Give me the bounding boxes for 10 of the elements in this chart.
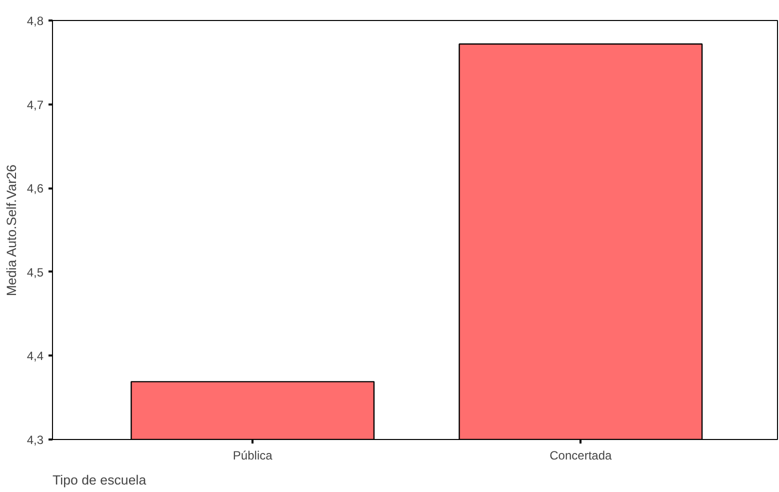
x-axis-title: Tipo de escuela [52, 472, 147, 488]
y-tick-label: 4,6 [26, 182, 44, 196]
y-tick-label: 4,5 [26, 265, 44, 280]
y-tick-label: 4,3 [26, 433, 44, 447]
y-tick-label: 4,8 [26, 14, 44, 28]
y-axis-title: Media Auto.Self.Var26 [4, 164, 19, 296]
x-tick-label: Concertada [550, 448, 612, 462]
y-tick-label: 4,4 [26, 349, 44, 364]
x-tick-label: Pública [232, 448, 273, 462]
y-tick-label: 4,7 [26, 98, 44, 112]
